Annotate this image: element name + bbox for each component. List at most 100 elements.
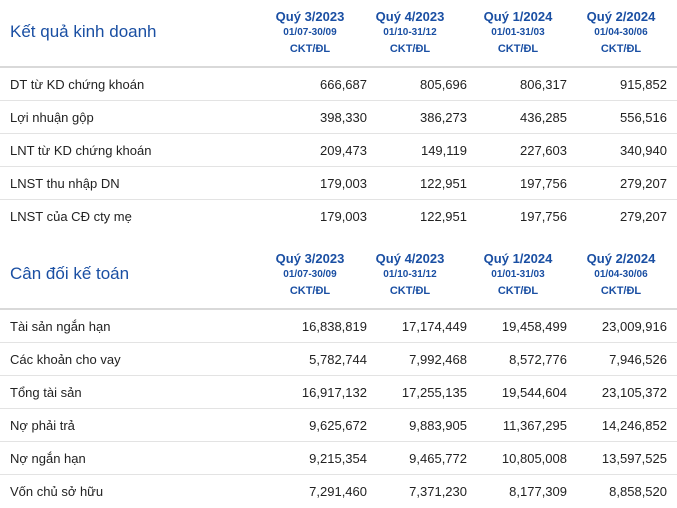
cell-value: 16,917,132: [301, 385, 367, 400]
table-row: Tài sản ngắn hạn 16,838,819 17,174,449 1…: [0, 310, 677, 343]
table-row: LNST của CĐ cty mẹ 179,003 122,951 197,7…: [0, 200, 677, 232]
row-label: LNST của CĐ cty mẹ: [10, 209, 132, 224]
cell-value: 179,003: [320, 209, 367, 224]
table-row: Lợi nhuận gộp 398,330 386,273 436,285 55…: [0, 101, 677, 134]
balance-sheet-rows: Tài sản ngắn hạn 16,838,819 17,174,449 1…: [0, 310, 677, 507]
row-label: LNST thu nhập DN: [10, 176, 120, 191]
cell-value: 386,273: [420, 110, 467, 125]
cell-value: 805,696: [420, 77, 467, 92]
cell-value: 17,255,135: [401, 385, 467, 400]
period-column-header[interactable]: Quý 4/2023 01/10-31/12 CKT/ĐL: [360, 8, 460, 57]
row-label: Tổng tài sản: [10, 385, 82, 400]
table-row: LNT từ KD chứng khoán 209,473 149,119 22…: [0, 134, 677, 167]
cell-value: 279,207: [620, 176, 667, 191]
cell-value: 197,756: [520, 209, 567, 224]
period-audit-status: CKT/ĐL: [289, 43, 331, 55]
cell-value: 7,992,468: [409, 352, 467, 367]
cell-value: 19,458,499: [501, 319, 567, 334]
period-audit-status: CKT/ĐL: [389, 285, 431, 297]
period-range: 01/07-30/09: [283, 27, 337, 38]
cell-value: 209,473: [320, 143, 367, 158]
table-row: LNST thu nhập DN 179,003 122,951 197,756…: [0, 167, 677, 200]
cell-value: 7,946,526: [609, 352, 667, 367]
period-range: 01/10-31/12: [383, 269, 437, 280]
cell-value: 9,465,772: [409, 451, 467, 466]
cell-value: 398,330: [320, 110, 367, 125]
cell-value: 915,852: [620, 77, 667, 92]
period-range: 01/04-30/06: [594, 27, 648, 38]
cell-value: 806,317: [520, 77, 567, 92]
cell-value: 17,174,449: [401, 319, 467, 334]
row-label: LNT từ KD chứng khoán: [10, 143, 152, 158]
period-audit-status: CKT/ĐL: [389, 43, 431, 55]
cell-value: 7,371,230: [409, 484, 467, 499]
row-label: DT từ KD chứng khoán: [10, 77, 145, 92]
period-column-header[interactable]: Quý 2/2024 01/04-30/06 CKT/ĐL: [571, 250, 671, 299]
period-column-header[interactable]: Quý 1/2024 01/01-31/03 CKT/ĐL: [468, 8, 568, 57]
table-row: Vốn chủ sở hữu 7,291,460 7,371,230 8,177…: [0, 475, 677, 507]
cell-value: 179,003: [320, 176, 367, 191]
period-column-header[interactable]: Quý 4/2023 01/10-31/12 CKT/ĐL: [360, 250, 460, 299]
section-spacer: [0, 232, 677, 242]
period-quarter: Quý 2/2024: [586, 9, 656, 24]
cell-value: 7,291,460: [309, 484, 367, 499]
period-range: 01/01-31/03: [491, 27, 545, 38]
period-quarter: Quý 3/2023: [275, 9, 345, 24]
cell-value: 16,838,819: [301, 319, 367, 334]
period-column-header[interactable]: Quý 3/2023 01/07-30/09 CKT/ĐL: [260, 8, 360, 57]
table-row: Nợ ngắn hạn 9,215,354 9,465,772 10,805,0…: [0, 442, 677, 475]
cell-value: 666,687: [320, 77, 367, 92]
cell-value: 122,951: [420, 209, 467, 224]
period-range: 01/04-30/06: [594, 269, 648, 280]
period-quarter: Quý 2/2024: [586, 251, 656, 266]
period-range: 01/07-30/09: [283, 269, 337, 280]
cell-value: 14,246,852: [601, 418, 667, 433]
balance-sheet-section: Cân đối kế toán Quý 3/2023 01/07-30/09 C…: [0, 242, 677, 507]
cell-value: 13,597,525: [601, 451, 667, 466]
row-label: Vốn chủ sở hữu: [10, 484, 104, 499]
period-column-header[interactable]: Quý 2/2024 01/04-30/06 CKT/ĐL: [571, 8, 671, 57]
row-label: Nợ ngắn hạn: [10, 451, 86, 466]
cell-value: 23,009,916: [601, 319, 667, 334]
cell-value: 9,883,905: [409, 418, 467, 433]
table-row: Các khoản cho vay 5,782,744 7,992,468 8,…: [0, 343, 677, 376]
period-audit-status: CKT/ĐL: [289, 285, 331, 297]
balance-sheet-header: Cân đối kế toán Quý 3/2023 01/07-30/09 C…: [0, 242, 677, 310]
row-label: Lợi nhuận gộp: [10, 110, 94, 125]
cell-value: 9,215,354: [309, 451, 367, 466]
cell-value: 23,105,372: [601, 385, 667, 400]
income-statement-section: Kết quả kinh doanh Quý 3/2023 01/07-30/0…: [0, 0, 677, 232]
income-statement-rows: DT từ KD chứng khoán 666,687 805,696 806…: [0, 68, 677, 232]
income-statement-header: Kết quả kinh doanh Quý 3/2023 01/07-30/0…: [0, 0, 677, 68]
row-label: Tài sản ngắn hạn: [10, 319, 111, 334]
period-range: 01/10-31/12: [383, 27, 437, 38]
cell-value: 19,544,604: [501, 385, 567, 400]
cell-value: 340,940: [620, 143, 667, 158]
cell-value: 10,805,008: [501, 451, 567, 466]
section-title[interactable]: Cân đối kế toán: [10, 264, 130, 283]
table-row: DT từ KD chứng khoán 666,687 805,696 806…: [0, 68, 677, 101]
period-quarter: Quý 4/2023: [375, 9, 445, 24]
cell-value: 556,516: [620, 110, 667, 125]
period-quarter: Quý 4/2023: [375, 251, 445, 266]
table-row: Nợ phải trả 9,625,672 9,883,905 11,367,2…: [0, 409, 677, 442]
cell-value: 5,782,744: [309, 352, 367, 367]
cell-value: 227,603: [520, 143, 567, 158]
cell-value: 8,177,309: [509, 484, 567, 499]
period-quarter: Quý 1/2024: [483, 251, 553, 266]
period-column-header[interactable]: Quý 1/2024 01/01-31/03 CKT/ĐL: [468, 250, 568, 299]
period-audit-status: CKT/ĐL: [600, 43, 642, 55]
table-row: Tổng tài sản 16,917,132 17,255,135 19,54…: [0, 376, 677, 409]
period-range: 01/01-31/03: [491, 269, 545, 280]
cell-value: 149,119: [420, 143, 467, 158]
cell-value: 436,285: [520, 110, 567, 125]
row-label: Các khoản cho vay: [10, 352, 121, 367]
section-title[interactable]: Kết quả kinh doanh: [10, 22, 157, 41]
cell-value: 9,625,672: [309, 418, 367, 433]
period-audit-status: CKT/ĐL: [497, 285, 539, 297]
period-quarter: Quý 1/2024: [483, 9, 553, 24]
cell-value: 197,756: [520, 176, 567, 191]
period-column-header[interactable]: Quý 3/2023 01/07-30/09 CKT/ĐL: [260, 250, 360, 299]
cell-value: 11,367,295: [502, 418, 567, 433]
cell-value: 8,572,776: [509, 352, 567, 367]
